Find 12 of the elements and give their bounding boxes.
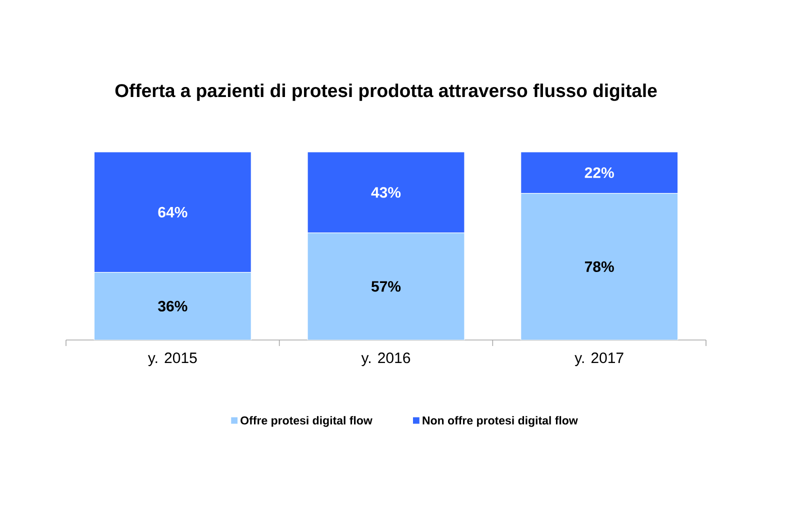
chart-title: Offerta a pazienti di protesi prodotta attraverso flusso digitale xyxy=(115,84,657,101)
data-label: 43% xyxy=(371,187,401,198)
x-tick-label: y. 2017 xyxy=(574,352,624,366)
data-label: 57% xyxy=(371,281,401,292)
data-label: 64% xyxy=(158,206,188,218)
legend-label: Offre protesi digital flow xyxy=(240,416,372,427)
data-label: 78% xyxy=(584,261,614,272)
legend-label: Non offre protesi digital flow xyxy=(422,416,578,427)
data-label: 36% xyxy=(158,300,188,312)
data-label: 22% xyxy=(584,167,614,178)
x-tick-label: y. 2016 xyxy=(361,352,410,366)
x-tick-label: y. 2015 xyxy=(148,352,197,366)
